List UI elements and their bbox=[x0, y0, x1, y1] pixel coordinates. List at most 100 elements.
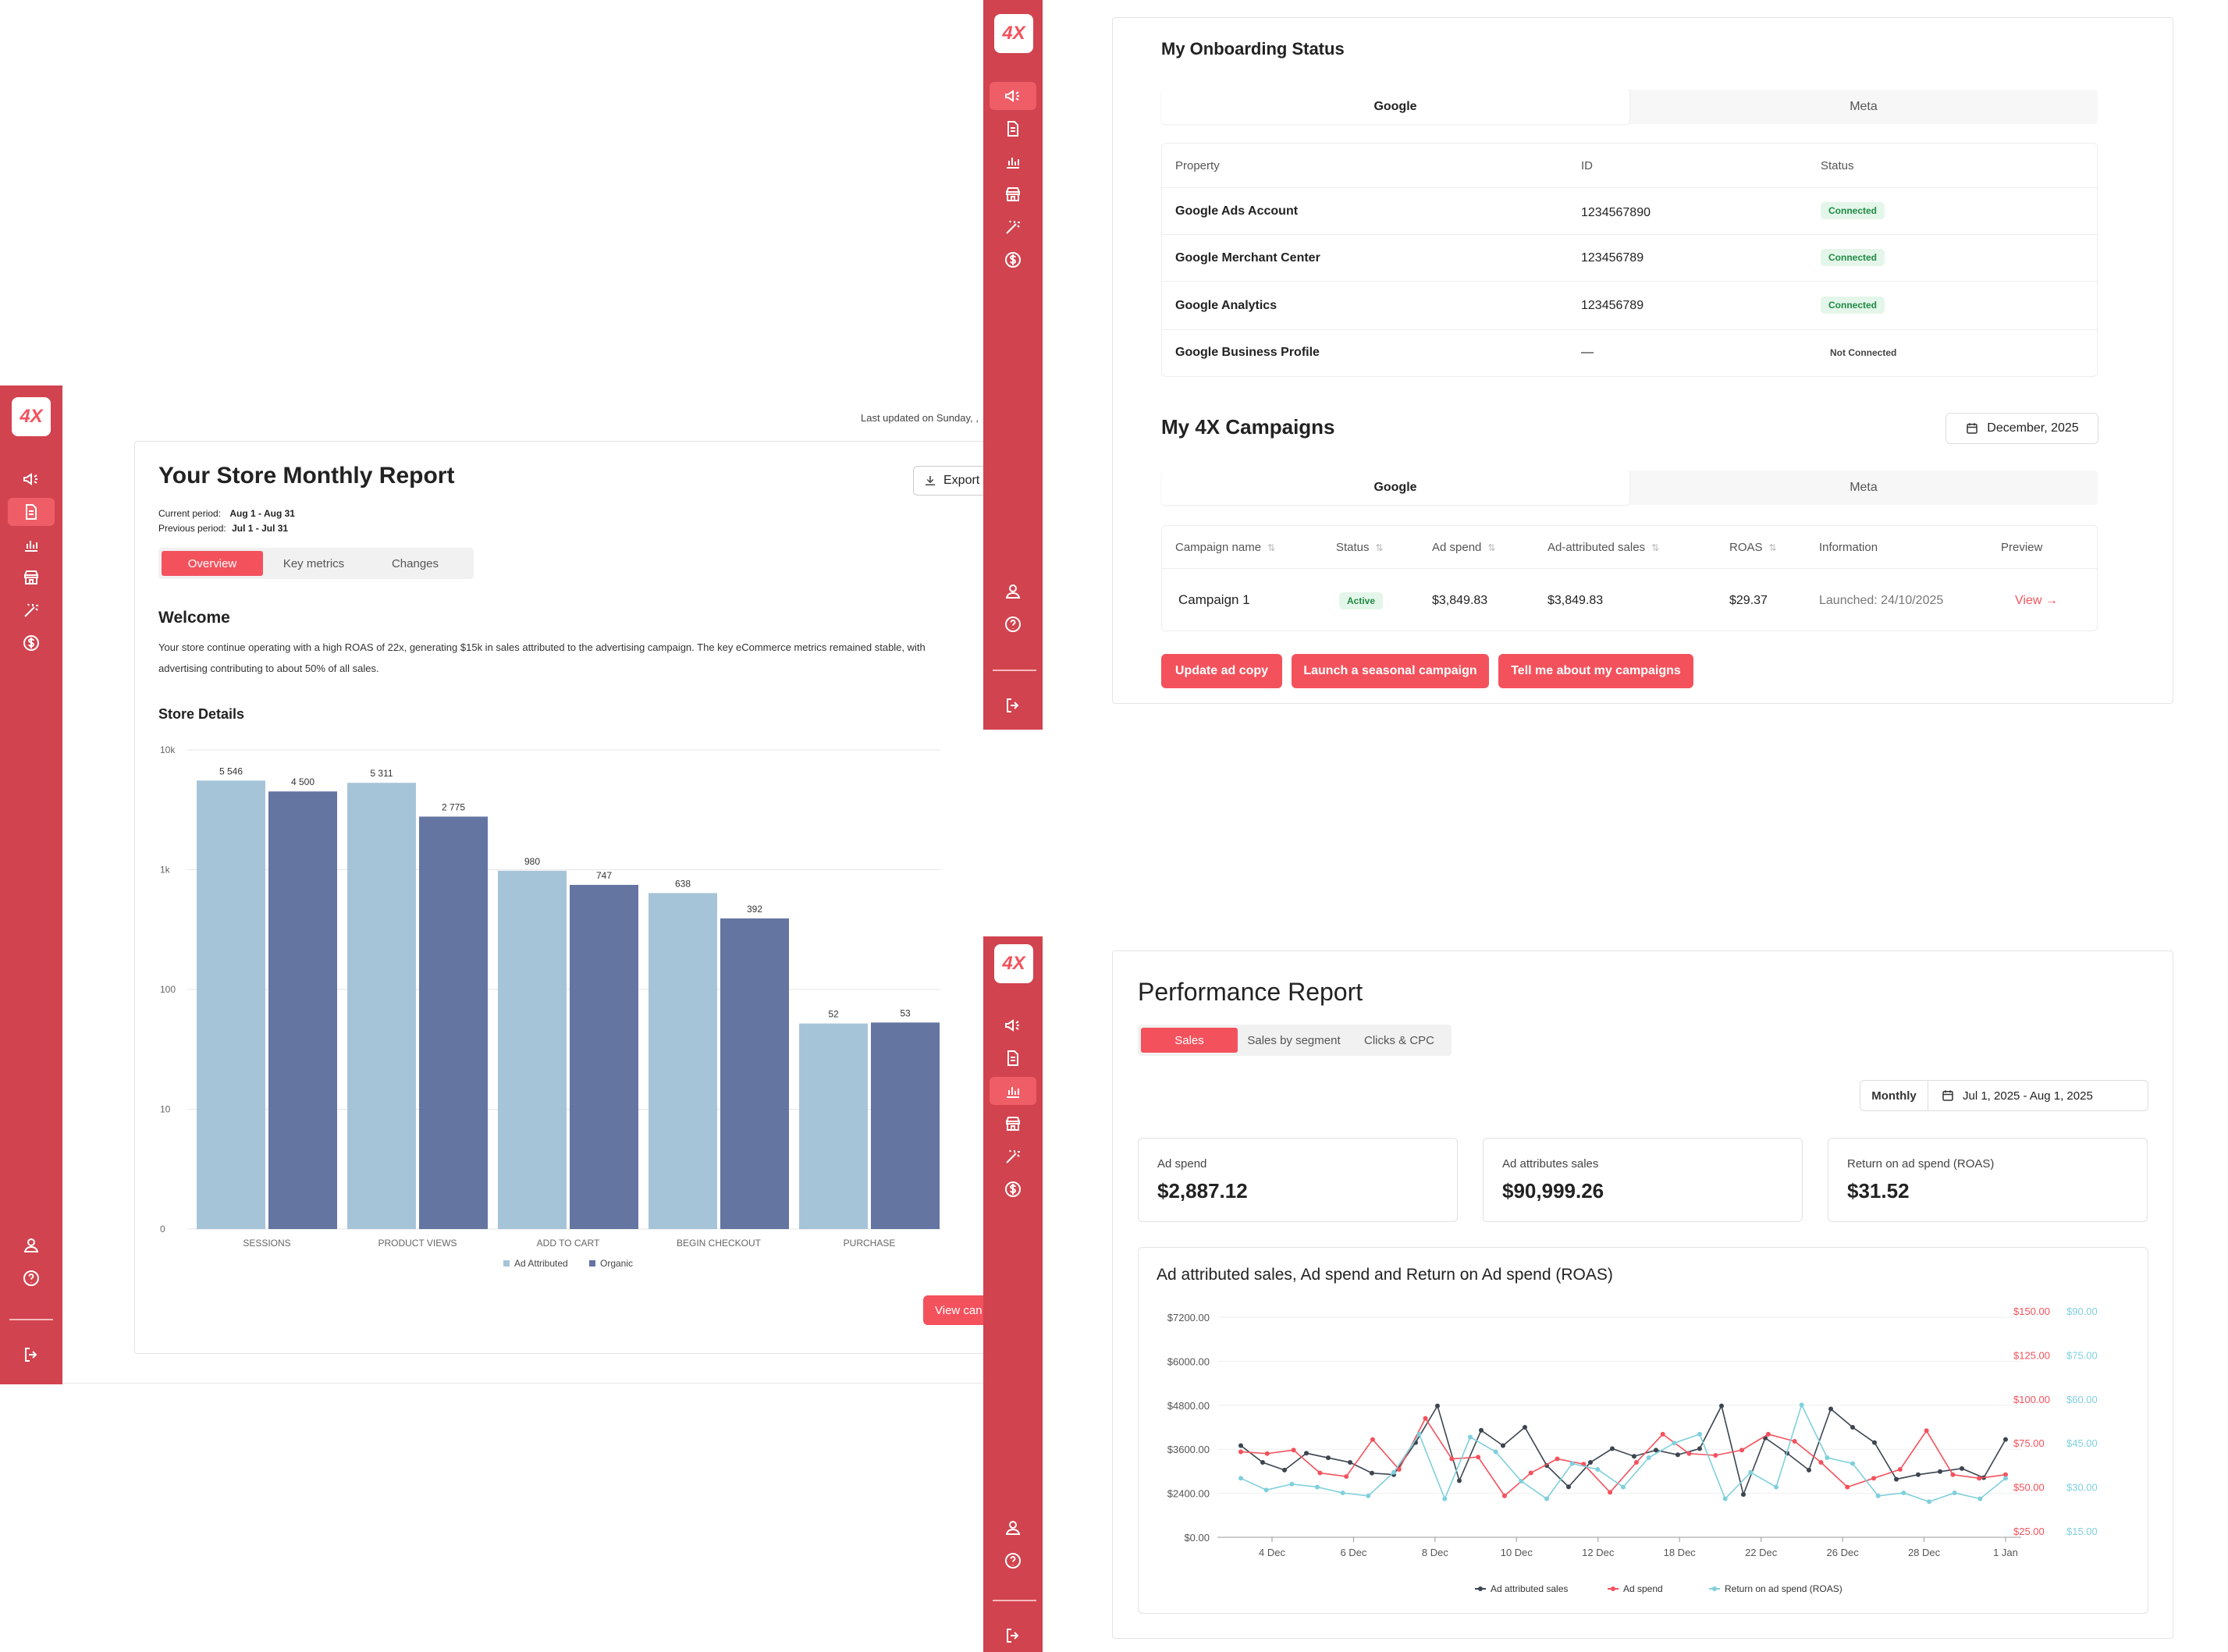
user-icon[interactable] bbox=[990, 1514, 1036, 1542]
th-ad-sales[interactable]: Ad-attributed sales ⇅ bbox=[1548, 541, 1659, 554]
launch-seasonal-campaign-button[interactable]: Launch a seasonal campaign bbox=[1292, 654, 1489, 688]
logout-icon[interactable] bbox=[990, 691, 1036, 719]
series-point bbox=[1977, 1476, 1982, 1481]
logout-icon[interactable] bbox=[990, 1622, 1036, 1650]
tab-clicks-cpc[interactable]: Clicks & CPC bbox=[1363, 1033, 1434, 1047]
status-badge: Active bbox=[1339, 592, 1384, 609]
series-point bbox=[1370, 1470, 1374, 1476]
magic-wand-icon[interactable] bbox=[990, 1142, 1036, 1171]
date-picker[interactable]: December, 2025 bbox=[1946, 413, 2098, 444]
y-right-tick: $75.00 bbox=[2013, 1437, 2045, 1449]
period-select[interactable]: Monthly bbox=[1860, 1080, 1928, 1111]
series-point bbox=[1875, 1493, 1881, 1498]
megaphone-icon[interactable] bbox=[990, 1011, 1036, 1039]
series-point bbox=[1654, 1448, 1658, 1453]
store-details-title: Store Details bbox=[158, 706, 245, 722]
help-icon[interactable] bbox=[990, 1547, 1036, 1575]
preview-link[interactable]: View → bbox=[2015, 594, 2058, 607]
metric-value: $90,999.26 bbox=[1502, 1179, 1604, 1203]
row-id: — bbox=[1581, 346, 1594, 359]
onboarding-table bbox=[1161, 143, 2098, 377]
megaphone-icon[interactable] bbox=[990, 82, 1036, 110]
series-point bbox=[1897, 1467, 1903, 1473]
series-point bbox=[1952, 1490, 1957, 1496]
status-badge: Connected bbox=[1821, 249, 1885, 266]
megaphone-icon[interactable] bbox=[8, 465, 55, 493]
logo[interactable]: 4X bbox=[12, 397, 51, 436]
row-divider bbox=[1162, 329, 2097, 330]
bar-chart-icon[interactable] bbox=[8, 531, 55, 559]
tell-me-about-campaigns-button[interactable]: Tell me about my campaigns bbox=[1498, 654, 1693, 688]
tab-meta[interactable]: Meta bbox=[1850, 481, 1878, 494]
range-picker[interactable]: Jul 1, 2025 - Aug 1, 2025 bbox=[1928, 1080, 2148, 1111]
tab-key-metrics[interactable]: Key metrics bbox=[282, 556, 345, 570]
export-button[interactable]: Export bbox=[913, 466, 991, 496]
document-icon[interactable] bbox=[8, 498, 55, 526]
series-point bbox=[1501, 1443, 1505, 1448]
campaign-name: Campaign 1 bbox=[1178, 592, 1250, 607]
th-status: Status bbox=[1821, 159, 1854, 172]
bar-chart-icon[interactable] bbox=[990, 1077, 1036, 1105]
tab-overview[interactable]: Overview bbox=[162, 551, 263, 576]
store-icon[interactable] bbox=[990, 1110, 1036, 1138]
row-divider bbox=[1162, 568, 2097, 569]
tab-meta[interactable]: Meta bbox=[1850, 100, 1878, 113]
bar-chart-icon[interactable] bbox=[990, 147, 1036, 176]
y-left-tick: $6000.00 bbox=[1167, 1355, 1210, 1367]
th-ad-spend[interactable]: Ad spend ⇅ bbox=[1432, 541, 1495, 554]
dollar-icon[interactable] bbox=[990, 246, 1036, 274]
logo-text: 4X bbox=[20, 406, 43, 427]
logo-bottom[interactable]: 4X bbox=[994, 944, 1033, 983]
logo-top[interactable]: 4X bbox=[994, 14, 1033, 53]
y-right-tick: $25.00 bbox=[2013, 1526, 2045, 1537]
document-icon[interactable] bbox=[990, 115, 1036, 143]
y-tick-label: 1k bbox=[160, 865, 171, 876]
view-campaigns-button[interactable]: View can bbox=[923, 1295, 993, 1325]
sort-icon: ⇅ bbox=[1768, 542, 1777, 553]
store-icon[interactable] bbox=[8, 563, 55, 592]
series-point bbox=[1326, 1455, 1331, 1461]
y-left-tick: $4800.00 bbox=[1167, 1400, 1210, 1412]
store-icon[interactable] bbox=[990, 180, 1036, 208]
sidebar-divider bbox=[9, 1319, 53, 1320]
tab-changes[interactable]: Changes bbox=[391, 556, 439, 570]
logout-icon[interactable] bbox=[8, 1341, 55, 1369]
x-tick-label: ADD TO CART bbox=[537, 1238, 600, 1249]
tab-sales[interactable]: Sales bbox=[1141, 1028, 1238, 1053]
th-campaign-name[interactable]: Campaign name ⇅ bbox=[1175, 541, 1275, 554]
legend-label: Ad attributed sales bbox=[1491, 1583, 1568, 1594]
dollar-icon[interactable] bbox=[8, 629, 55, 657]
user-icon[interactable] bbox=[990, 577, 1036, 606]
download-icon bbox=[926, 476, 935, 485]
magic-wand-icon[interactable] bbox=[8, 596, 55, 624]
tab-google[interactable]: Google bbox=[1161, 90, 1629, 124]
th-ad-spend-label: Ad spend bbox=[1432, 541, 1482, 554]
series-point bbox=[1416, 1431, 1422, 1437]
series-point bbox=[1588, 1460, 1593, 1465]
update-ad-copy-button[interactable]: Update ad copy bbox=[1161, 654, 1282, 688]
tab-google[interactable]: Google bbox=[1161, 471, 1629, 505]
help-icon[interactable] bbox=[8, 1264, 55, 1292]
series-point bbox=[2003, 1437, 2008, 1442]
magic-wand-icon[interactable] bbox=[990, 213, 1036, 241]
metric-label: Ad attributes sales bbox=[1502, 1157, 1599, 1171]
metric-value: $2,887.12 bbox=[1157, 1179, 1248, 1203]
y-right-tick: $125.00 bbox=[2013, 1349, 2050, 1361]
series-point bbox=[1344, 1474, 1349, 1480]
row-property: Google Business Profile bbox=[1175, 346, 1320, 359]
dollar-icon[interactable] bbox=[990, 1175, 1036, 1203]
series-point bbox=[1291, 1448, 1296, 1453]
help-icon[interactable] bbox=[990, 610, 1036, 638]
th-status[interactable]: Status ⇅ bbox=[1336, 541, 1384, 554]
sort-icon: ⇅ bbox=[1651, 542, 1660, 553]
tab-sales-by-segment[interactable]: Sales by segment bbox=[1247, 1033, 1341, 1047]
date-picker-label: December, 2025 bbox=[1987, 421, 2079, 435]
bar bbox=[720, 918, 789, 1229]
user-icon[interactable] bbox=[8, 1231, 55, 1259]
export-label: Export bbox=[943, 474, 980, 487]
metric-roas: Return on ad spend (ROAS) $31.52 bbox=[1828, 1138, 2148, 1222]
th-roas[interactable]: ROAS ⇅ bbox=[1729, 541, 1777, 554]
th-property: Property bbox=[1175, 159, 1220, 172]
document-icon[interactable] bbox=[990, 1044, 1036, 1072]
data-label: 638 bbox=[675, 878, 691, 889]
